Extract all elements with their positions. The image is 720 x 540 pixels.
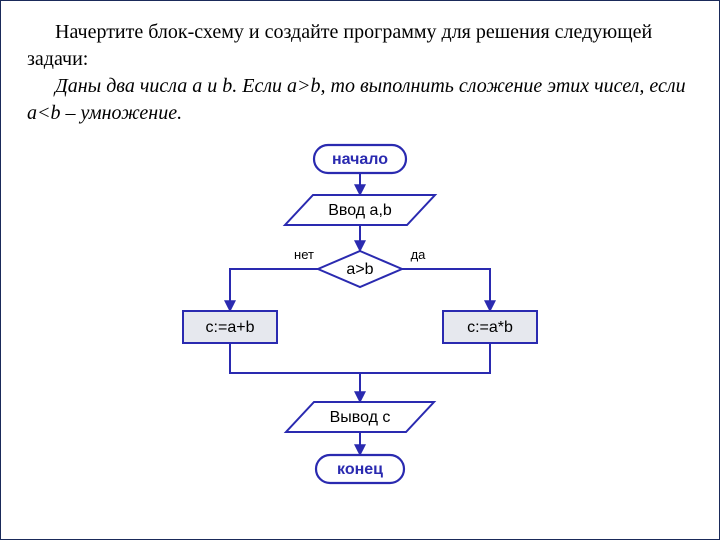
flow-edge	[230, 269, 318, 311]
node-left: c:=a+b	[183, 311, 277, 343]
svg-text:Вывод c: Вывод c	[330, 409, 391, 426]
svg-text:конец: конец	[337, 461, 383, 478]
edge-label-да: да	[411, 247, 427, 262]
flowchart: нет да начало Ввод a,b a>b c:=a+b c:=a*b Вывод …	[140, 137, 580, 507]
task-line-2: Даны два числа a и b. Если a>b, то выпол…	[27, 73, 693, 127]
flow-edge	[230, 343, 360, 373]
node-right: c:=a*b	[443, 311, 537, 343]
svg-text:c:=a+b: c:=a+b	[206, 319, 255, 336]
node-end: конец	[316, 455, 404, 483]
node-start: начало	[314, 145, 406, 173]
node-input: Ввод a,b	[285, 195, 435, 225]
task-line-1: Начертите блок-схему и создайте программ…	[27, 19, 693, 73]
svg-text:Ввод a,b: Ввод a,b	[328, 202, 392, 219]
svg-text:a>b: a>b	[346, 261, 373, 278]
flowchart-svg: нет да начало Ввод a,b a>b c:=a+b c:=a*b Вывод …	[140, 137, 580, 507]
task-text: Начертите блок-схему и создайте программ…	[1, 1, 719, 137]
svg-text:начало: начало	[332, 151, 388, 168]
node-output: Вывод c	[286, 402, 434, 432]
flow-edge	[402, 269, 490, 311]
svg-text:c:=a*b: c:=a*b	[467, 319, 513, 336]
node-cond: a>b	[318, 251, 402, 287]
flow-edge	[360, 343, 490, 373]
edge-label-нет: нет	[294, 247, 314, 262]
